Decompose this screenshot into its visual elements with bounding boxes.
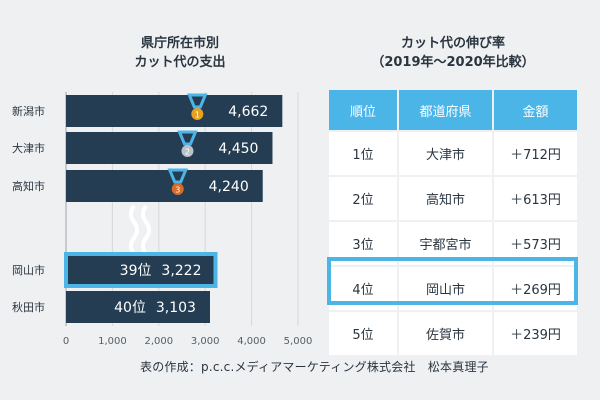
bar	[66, 291, 210, 323]
x-tick-label: 1,000	[98, 336, 127, 347]
table-header-row: 順位 都道府県 金額	[327, 88, 579, 132]
rank-cell: 2位	[327, 175, 399, 222]
bar	[66, 95, 283, 127]
header-rank: 順位	[327, 88, 399, 132]
medal-ribbon	[187, 93, 208, 109]
break-wave	[129, 204, 139, 256]
amount-cell: ＋573円	[492, 220, 579, 267]
rank-cell: 5位	[327, 310, 399, 357]
medal-icon: 1	[187, 93, 208, 120]
table-row: 3位 宇都宮市 ＋573円	[327, 220, 579, 267]
x-tick-label: 2,000	[144, 336, 173, 347]
rank-cell: 3位	[327, 220, 399, 267]
city-cell: 岡山市	[397, 265, 494, 312]
axis-break-marker	[129, 204, 151, 256]
city-label: 大津市	[12, 141, 45, 155]
medal-disc	[191, 108, 204, 120]
rank-cell: 4位	[327, 265, 399, 312]
medal-ribbon	[177, 130, 198, 146]
rank-label: 40位	[114, 300, 146, 316]
table-row: 2位 高知市 ＋613円	[327, 175, 579, 222]
city-cell: 佐賀市	[397, 310, 494, 357]
amount-cell: ＋269円	[492, 265, 579, 312]
city-label: 秋田市	[12, 300, 45, 314]
right-title-line1: カット代の伸び率	[400, 36, 505, 51]
ranking-table: 順位 都道府県 金額 1位 大津市 ＋712円 2位 高知市 ＋613円 3位 …	[327, 88, 579, 357]
medal-icon: 3	[167, 168, 188, 195]
rank-label: 39位	[120, 263, 152, 279]
right-title-line2: （2019年～2020年比較）	[371, 55, 535, 70]
medal-ribbon	[167, 168, 188, 184]
left-title-line1: 県庁所在市別	[140, 36, 219, 51]
x-tick-label: 0	[63, 336, 69, 347]
bar	[66, 132, 273, 164]
bar-value-label: 3,222	[161, 263, 201, 279]
header-amount: 金額	[492, 88, 579, 132]
credit-text: 表の作成：p.c.c.メディアマーケティング株式会社 松本真理子	[140, 360, 489, 374]
bar-value-label: 4,450	[218, 141, 258, 157]
medal-icon: 2	[177, 130, 198, 157]
amount-cell: ＋239円	[492, 310, 579, 357]
medal-disc	[171, 183, 184, 195]
city-label: 岡山市	[12, 263, 45, 277]
city-label: 高知市	[12, 179, 45, 193]
x-tick-label: 5,000	[284, 336, 313, 347]
table-row-highlighted: 4位 岡山市 ＋269円	[327, 265, 579, 312]
x-tick-label: 3,000	[191, 336, 220, 347]
bar-value-label: 4,240	[209, 179, 249, 195]
amount-cell: ＋712円	[492, 130, 579, 177]
medal-number: 1	[195, 111, 200, 120]
city-label: 新潟市	[12, 104, 45, 118]
bar	[66, 170, 263, 202]
left-title-line2: カット代の支出	[134, 55, 226, 70]
x-tick-label: 4,000	[237, 336, 266, 347]
amount-cell: ＋613円	[492, 175, 579, 222]
bar	[64, 252, 218, 288]
rank-cell: 1位	[327, 130, 399, 177]
city-cell: 宇都宮市	[397, 220, 494, 267]
header-prefecture: 都道府県	[397, 88, 494, 132]
medal-number: 2	[185, 148, 190, 157]
city-cell: 大津市	[397, 130, 494, 177]
left-chart-title: 県庁所在市別 カット代の支出	[60, 34, 300, 72]
break-wave	[141, 204, 151, 256]
medal-number: 3	[175, 186, 180, 195]
table-row: 1位 大津市 ＋712円	[327, 130, 579, 177]
city-cell: 高知市	[397, 175, 494, 222]
bar-value-label: 4,662	[228, 104, 268, 120]
table-row: 5位 佐賀市 ＋239円	[327, 310, 579, 357]
medal-disc	[181, 145, 194, 157]
right-table-title: カット代の伸び率 （2019年～2020年比較）	[318, 34, 588, 72]
bar-value-label: 3,103	[156, 300, 196, 316]
